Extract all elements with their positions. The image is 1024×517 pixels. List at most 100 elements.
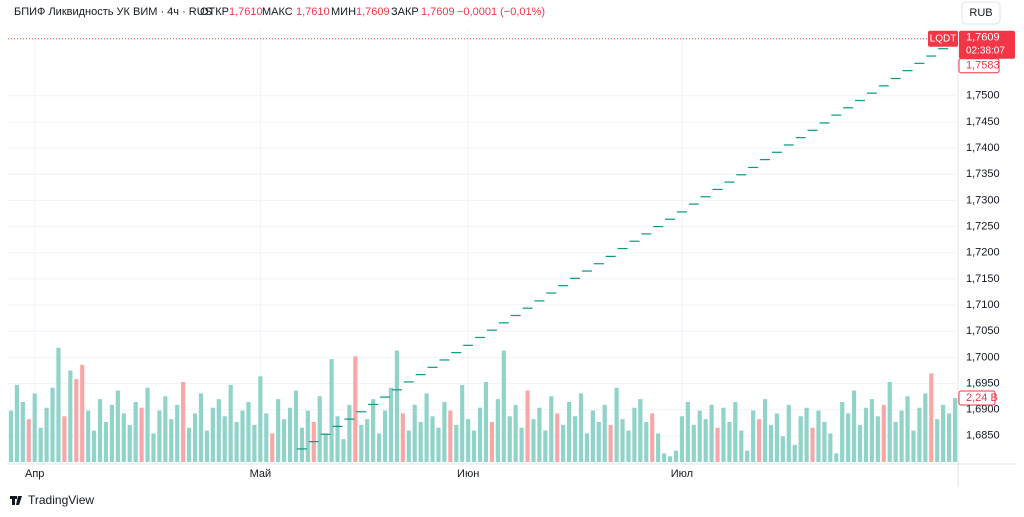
prev-close-box: [958, 58, 1000, 74]
volume-bar: [448, 410, 453, 462]
volume-bar: [673, 450, 679, 462]
volume-bar: [323, 433, 328, 462]
volume-bar: [121, 413, 126, 462]
volume-bar: [240, 410, 245, 462]
volume-bar: [210, 407, 215, 462]
volume-bar: [228, 384, 233, 462]
ticker: LQDT: [930, 33, 957, 44]
x-tick-label: Июл: [671, 468, 693, 480]
volume-bar: [608, 424, 613, 462]
y-tick-label: 1,7050: [966, 325, 1000, 337]
currency[interactable]: RUB: [969, 7, 992, 19]
change: −0,0001 (−0,01%): [457, 6, 545, 18]
volume-bar: [97, 399, 103, 462]
volume-bar: [424, 393, 429, 462]
volume-bar: [590, 410, 595, 462]
volume-bar: [347, 404, 352, 462]
volume-bar: [519, 427, 524, 462]
currency-button[interactable]: [961, 1, 1001, 25]
volume-bar: [175, 404, 180, 462]
volume-bar: [264, 413, 269, 462]
volume-bar: [169, 419, 174, 462]
volume-bar: [394, 350, 399, 462]
volume-bar: [792, 444, 797, 462]
close-label: ЗАКР: [391, 6, 419, 18]
volume-bar: [181, 382, 186, 462]
volume-bar: [317, 396, 322, 462]
volume-bar: [745, 450, 750, 462]
volume-bar: [852, 390, 857, 462]
volume-bar: [246, 402, 251, 462]
logo: TradingView: [28, 493, 94, 507]
volume-bar: [353, 356, 358, 462]
volume-bar: [234, 422, 239, 462]
volume-bar: [436, 427, 441, 462]
x-tick-label: Май: [250, 468, 272, 480]
volume-bar: [911, 430, 916, 462]
volume-bar: [626, 430, 631, 462]
volume-bar: [50, 387, 55, 462]
volume-bar: [109, 404, 114, 462]
volume-bar: [863, 407, 869, 462]
volume-bar: [204, 430, 209, 462]
volume-bar: [507, 416, 512, 462]
y-tick-label: 1,7350: [966, 168, 1000, 180]
volume-bar: [406, 430, 411, 462]
volume-bar: [222, 416, 227, 462]
prev-close: 1,7583: [966, 60, 1000, 72]
volume-bar: [733, 402, 738, 462]
volume-bar: [454, 424, 459, 462]
volume-bar: [198, 393, 204, 462]
volume-bar: [537, 407, 542, 462]
header: БПИФ Ликвидность УК ВИМ · 4ч · RUS ОТКР …: [14, 6, 545, 18]
volume-bar: [258, 376, 263, 462]
volume-bar: [525, 390, 530, 462]
last-price: 1,7609: [966, 32, 1000, 44]
volume-bar: [56, 347, 61, 462]
volume-bar: [477, 407, 483, 462]
volume-bar: [501, 350, 506, 462]
volume-bar: [561, 424, 566, 462]
logo-icon: [10, 496, 22, 505]
volume-bar: [632, 407, 637, 462]
volume-bar: [757, 419, 762, 462]
volume-label-box: [958, 390, 996, 406]
y-tick-label: 1,7000: [966, 351, 1000, 363]
volume-bar: [92, 430, 97, 462]
volume-bar: [816, 410, 821, 462]
volume-bar: [828, 433, 833, 462]
volume-bar: [388, 387, 394, 462]
volume-bar: [840, 402, 845, 462]
volume-bar: [810, 427, 815, 462]
volume-bar: [762, 399, 768, 462]
volume-bar: [133, 402, 138, 462]
volume-bar: [187, 427, 192, 462]
volume-bar: [26, 419, 31, 462]
volume-bar: [567, 402, 572, 462]
volume-bar: [513, 404, 518, 462]
close: 1,7609: [421, 6, 455, 18]
volume-bar: [780, 436, 785, 462]
volume-bar: [20, 402, 25, 462]
volume-bar: [216, 399, 221, 462]
volume-bar: [893, 422, 898, 462]
volume-bar: [952, 398, 958, 462]
low-label: МИН: [331, 6, 356, 18]
y-tick-label: 1,7500: [966, 90, 1000, 102]
volume-bar: [382, 410, 388, 462]
open-label: ОТКР: [200, 6, 229, 18]
volume-bar: [287, 407, 293, 462]
volume-bar: [489, 422, 494, 462]
volume-bar: [923, 393, 928, 462]
y-tick-label: 1,7150: [966, 273, 1000, 285]
volume-bar: [555, 413, 560, 462]
volume-bar: [935, 419, 940, 462]
x-tick-label: Июн: [457, 468, 479, 480]
volume-bar: [115, 390, 120, 462]
volume-bar: [359, 424, 364, 462]
volume-bar: [709, 404, 714, 462]
volume-bar: [578, 393, 584, 462]
y-tick-label: 1,7250: [966, 220, 1000, 232]
volume-bar: [293, 390, 299, 462]
